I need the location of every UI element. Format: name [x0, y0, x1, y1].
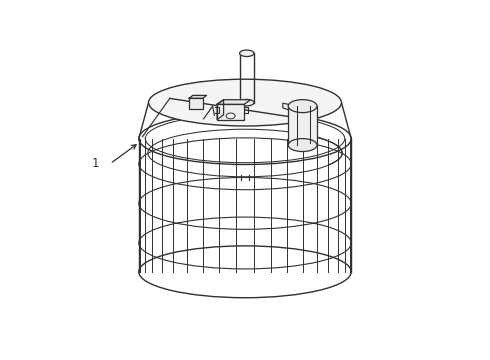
Ellipse shape — [148, 79, 342, 126]
Ellipse shape — [240, 99, 254, 106]
FancyBboxPatch shape — [288, 106, 317, 145]
Polygon shape — [217, 100, 223, 120]
FancyBboxPatch shape — [217, 104, 244, 120]
Ellipse shape — [240, 50, 254, 57]
Text: 1: 1 — [92, 157, 99, 170]
Polygon shape — [217, 100, 250, 104]
Ellipse shape — [288, 100, 317, 113]
Ellipse shape — [288, 139, 317, 152]
FancyBboxPatch shape — [189, 98, 203, 109]
Polygon shape — [189, 95, 206, 98]
